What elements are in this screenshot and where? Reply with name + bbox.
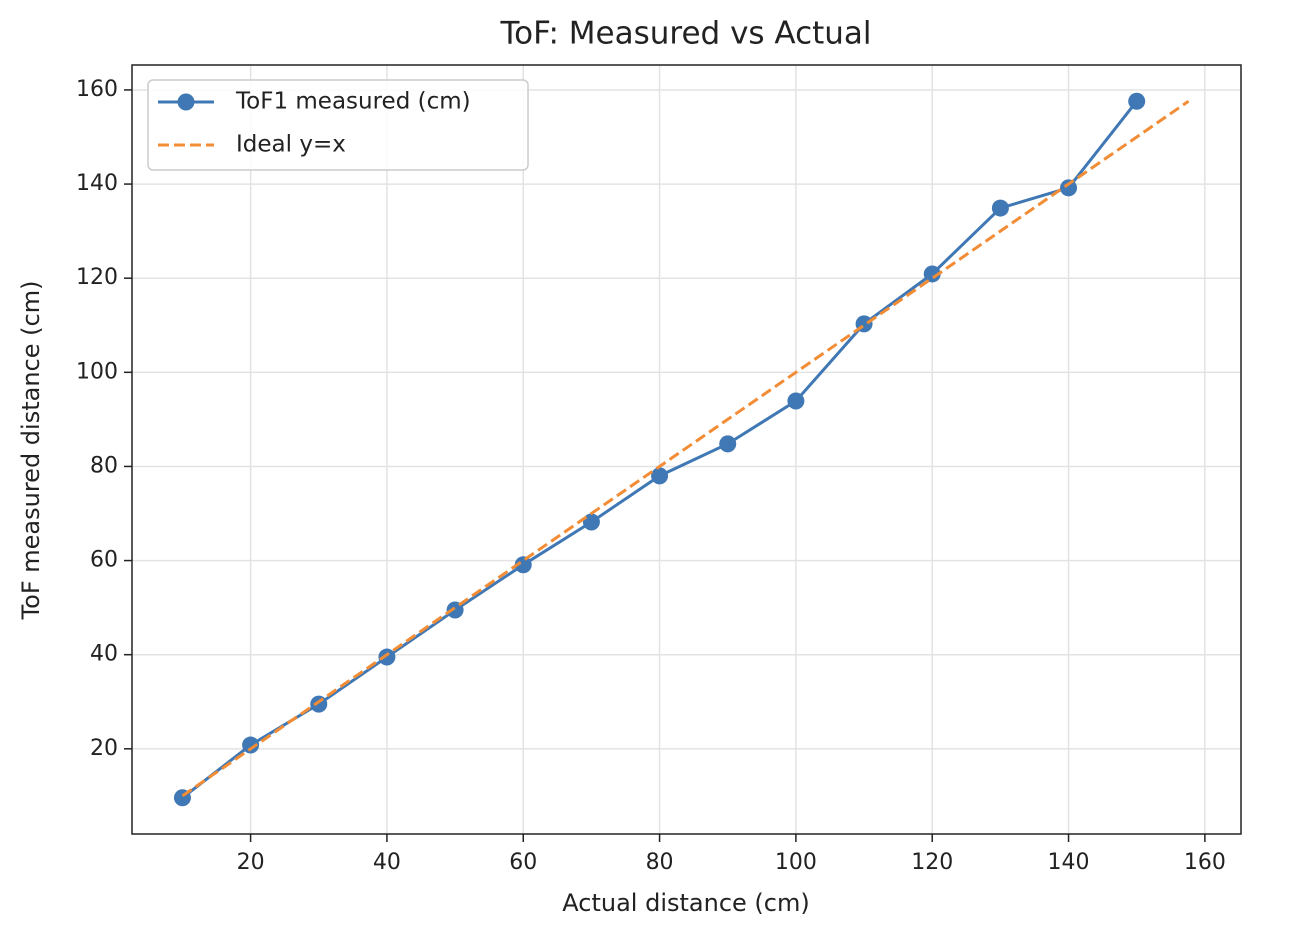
y-tick-label: 160 bbox=[76, 77, 118, 102]
point bbox=[378, 648, 396, 666]
legend-marker bbox=[177, 93, 195, 111]
x-axis-label: Actual distance (cm) bbox=[562, 889, 809, 917]
chart-title: ToF: Measured vs Actual bbox=[499, 16, 871, 52]
y-tick-label: 40 bbox=[90, 642, 118, 667]
plot-frame bbox=[131, 64, 1242, 835]
legend-box bbox=[147, 79, 529, 171]
point bbox=[787, 392, 805, 410]
y-tick-label: 120 bbox=[76, 265, 118, 290]
y-tick-label: 140 bbox=[76, 171, 118, 196]
series-line bbox=[181, 100, 1190, 798]
point bbox=[446, 601, 464, 619]
point bbox=[242, 736, 260, 754]
x-tick-label: 140 bbox=[1048, 850, 1090, 875]
x-tick-label: 100 bbox=[775, 850, 817, 875]
x-tick-label: 40 bbox=[373, 850, 401, 875]
point bbox=[991, 199, 1009, 217]
point bbox=[582, 513, 600, 531]
point bbox=[719, 435, 737, 453]
y-tick-label: 100 bbox=[76, 359, 118, 384]
y-tick-label: 80 bbox=[90, 453, 118, 478]
point bbox=[1060, 179, 1078, 197]
y-axis-label: ToF measured distance (cm) bbox=[17, 281, 45, 621]
legend-label: ToF1 measured (cm) bbox=[235, 89, 471, 115]
y-tick-label: 60 bbox=[90, 548, 118, 573]
point bbox=[310, 695, 328, 713]
point bbox=[1128, 92, 1146, 110]
point bbox=[651, 467, 669, 485]
x-tick-label: 120 bbox=[911, 850, 953, 875]
y-tick-label: 20 bbox=[90, 736, 118, 761]
x-tick-label: 160 bbox=[1184, 850, 1226, 875]
x-tick-label: 20 bbox=[237, 850, 265, 875]
point bbox=[514, 556, 532, 574]
point bbox=[923, 265, 941, 283]
x-tick-label: 80 bbox=[646, 850, 674, 875]
legend-label: Ideal y=x bbox=[236, 132, 346, 158]
x-tick-label: 60 bbox=[509, 850, 537, 875]
